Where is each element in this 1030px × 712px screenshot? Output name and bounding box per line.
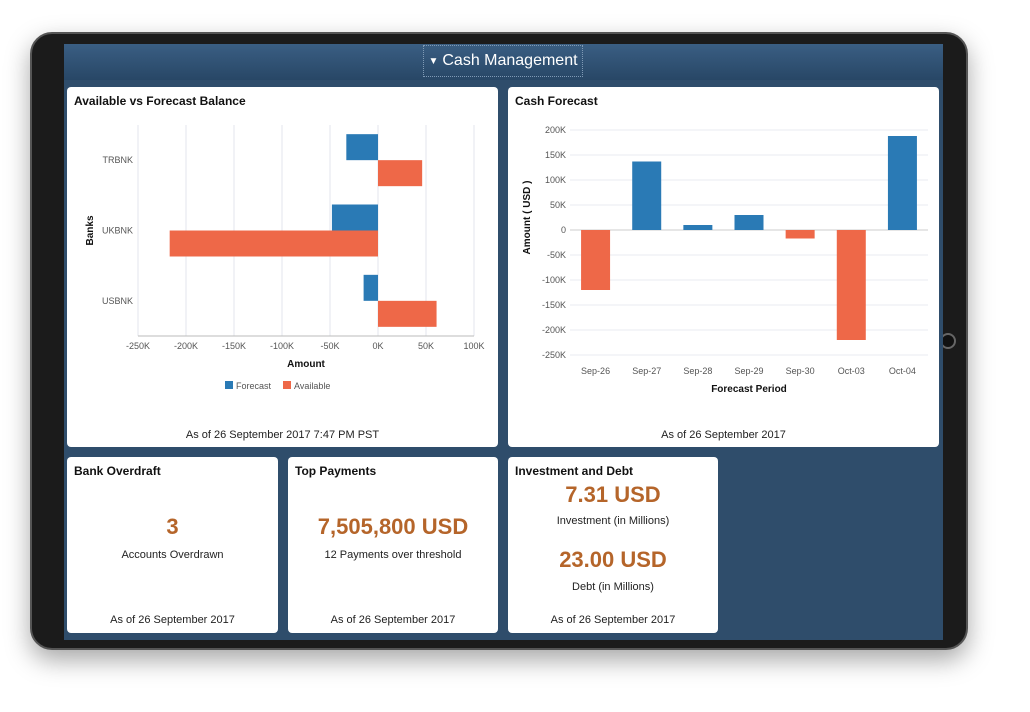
x-tick-label: Sep-27 (632, 366, 661, 376)
legend-label: Forecast (236, 381, 272, 391)
top-payments-panel[interactable]: Top Payments 7,505,800 USD 12 Payments o… (288, 457, 498, 633)
x-tick-label: -50K (320, 341, 339, 351)
panel-title: Top Payments (295, 464, 377, 478)
legend-swatch (225, 381, 233, 389)
y-axis-title: Banks (85, 215, 96, 245)
bar-available (378, 160, 423, 187)
y-tick-label: -100K (542, 275, 566, 285)
bar (734, 215, 764, 230)
y-tick-label: 50K (550, 200, 566, 210)
payments-value[interactable]: 7,505,800 USD (317, 514, 469, 539)
x-tick-label: 50K (418, 341, 434, 351)
y-tick-label: UKBNK (102, 226, 133, 236)
x-tick-label: Oct-03 (838, 366, 865, 376)
header-bar: ▼ Cash Management (64, 44, 943, 80)
y-tick-label: 150K (545, 150, 566, 160)
x-axis-title: Amount (287, 359, 325, 370)
investment-debt-panel[interactable]: Investment and Debt 7.31 USD Investment … (508, 457, 718, 633)
panel-footer: As of 26 September 2017 (330, 614, 456, 626)
panel-title: Bank Overdraft (74, 464, 161, 478)
y-tick-label: -50K (547, 250, 566, 260)
bar-available (169, 230, 378, 257)
y-tick-label: -150K (542, 300, 566, 310)
x-tick-label: Oct-04 (889, 366, 916, 376)
panel-title: Available vs Forecast Balance (74, 94, 246, 108)
dashboard-title: Cash Management (442, 52, 578, 69)
x-tick-label: -150K (222, 341, 246, 351)
x-tick-label: -100K (270, 341, 294, 351)
y-axis-title: Amount ( USD ) (522, 181, 533, 255)
x-tick-label: Sep-28 (683, 366, 712, 376)
x-tick-label: 100K (463, 341, 484, 351)
bar (581, 230, 611, 290)
overdraft-label: Accounts Overdrawn (121, 549, 224, 561)
bank-overdraft-panel[interactable]: Bank Overdraft 3 Accounts Overdrawn As o… (67, 457, 278, 633)
overdraft-value[interactable]: 3 (166, 514, 179, 539)
bar-forecast (363, 274, 378, 301)
bar (836, 230, 866, 340)
y-tick-label: -200K (542, 325, 566, 335)
panel-footer: As of 26 September 2017 (661, 429, 786, 441)
y-tick-label: 100K (545, 175, 566, 185)
payments-label: 12 Payments over threshold (324, 549, 462, 561)
debt-value[interactable]: 23.00 USD (559, 547, 667, 572)
y-tick-label: 200K (545, 125, 566, 135)
bar-forecast (331, 204, 378, 231)
bar (683, 225, 713, 230)
panel-title: Investment and Debt (515, 464, 634, 478)
caret-down-icon: ▼ (428, 55, 439, 67)
bar (785, 230, 815, 239)
y-tick-label: USBNK (102, 296, 133, 306)
panel-footer: As of 26 September 2017 7:47 PM PST (185, 429, 380, 441)
bar-available (378, 300, 437, 327)
balance-panel[interactable]: Available vs Forecast Balance -250K -200K… (67, 87, 498, 447)
investment-value[interactable]: 7.31 USD (565, 482, 661, 507)
bar (887, 136, 917, 230)
y-tick-label: 0 (561, 225, 566, 235)
dashboard-selector[interactable]: ▼ Cash Management (423, 45, 583, 77)
investment-label: Investment (in Millions) (556, 515, 670, 527)
x-tick-label: -200K (174, 341, 198, 351)
y-tick-label: TRBNK (102, 155, 133, 165)
x-axis-title: Forecast Period (711, 384, 787, 395)
y-tick-label: -250K (542, 350, 566, 360)
x-tick-label: Sep-29 (734, 366, 763, 376)
panel-title: Cash Forecast (515, 94, 598, 108)
legend-swatch (283, 381, 291, 389)
bar-forecast (346, 134, 378, 161)
x-tick-label: Sep-30 (786, 366, 815, 376)
cash-forecast-panel[interactable]: Cash Forecast 200K 150K 100K 50K 0 -50K -100K -… (508, 87, 939, 447)
x-tick-label: Sep-26 (581, 366, 610, 376)
x-tick-label: -250K (126, 341, 150, 351)
bar (632, 161, 662, 230)
x-tick-label: 0K (372, 341, 383, 351)
cash-forecast-chart: 200K 150K 100K 50K 0 -50K -100K -150K -200K -250K… (522, 125, 928, 395)
panel-footer: As of 26 September 2017 (550, 614, 676, 626)
legend-label: Available (294, 381, 330, 391)
balance-chart: -250K -200K -150K -100K -50K 0K 50K 100K TRBNK UK… (85, 125, 485, 391)
debt-label: Debt (in Millions) (572, 581, 654, 593)
panel-footer: As of 26 September 2017 (110, 614, 235, 626)
